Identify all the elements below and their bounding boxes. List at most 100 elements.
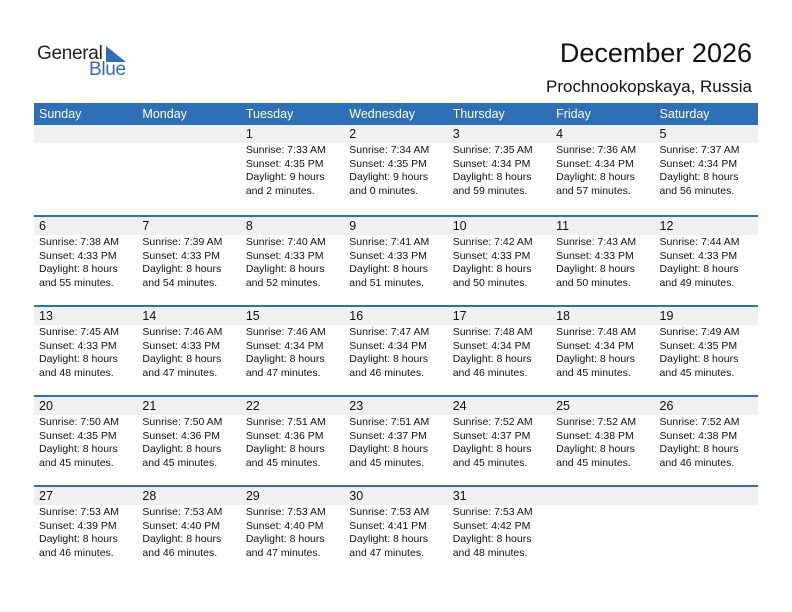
sunset-text: Sunset: 4:33 PM: [556, 249, 634, 262]
day-band: [654, 217, 758, 235]
sunrise-text: Sunrise: 7:48 AM: [556, 326, 637, 338]
day-number: 21: [142, 399, 157, 413]
day-number: 22: [245, 399, 260, 413]
sunset-text: Sunset: 4:34 PM: [245, 339, 324, 352]
daylight-text: Daylight: 8 hours: [556, 263, 635, 275]
weekday-header: Sunday Monday Tuesday Wednesday Thursday Frid…: [34, 103, 758, 125]
minutes-text: and 57 minutes.: [556, 184, 631, 197]
day-details: Sunrise: 7:50 AM Sunset: 4:35 PM Daylight:…: [39, 416, 119, 470]
day-number: 3: [452, 127, 460, 141]
day-cell: 31 Sunrise: 7:53 AM Sunset: 4:42 PM Dayligh…: [447, 487, 552, 575]
day-number: 1: [245, 127, 253, 141]
minutes-text: and 45 minutes.: [39, 456, 114, 469]
sunrise-text: Sunrise: 7:36 AM: [556, 144, 637, 156]
sunset-text: Sunset: 4:33 PM: [349, 249, 427, 262]
minutes-text: and 46 minutes.: [659, 456, 735, 469]
weekday-monday: Monday: [142, 107, 187, 121]
sunrise-text: Sunrise: 7:51 AM: [349, 416, 430, 428]
day-details: Sunrise: 7:43 AM Sunset: 4:33 PM Daylight:…: [556, 236, 636, 290]
day-details: Sunrise: 7:48 AM Sunset: 4:34 PM Daylight:…: [453, 326, 533, 380]
minutes-text: and 54 minutes.: [142, 276, 218, 289]
day-details: Sunrise: 7:33 AM Sunset: 4:35 PM Daylight:…: [246, 144, 326, 198]
sunrise-text: Sunrise: 7:51 AM: [245, 416, 326, 428]
day-cell: 15 Sunrise: 7:46 AM Sunset: 4:34 PM Dayligh…: [240, 307, 345, 395]
sunset-text: Sunset: 4:33 PM: [39, 339, 117, 352]
day-cell: 4 Sunrise: 7:36 AM Sunset: 4:34 PM Daylight…: [551, 125, 655, 215]
sunrise-text: Sunrise: 7:43 AM: [556, 236, 637, 248]
day-band: [137, 307, 241, 325]
daylight-text: Daylight: 8 hours: [452, 353, 532, 365]
sunrise-text: Sunrise: 7:42 AM: [452, 236, 533, 248]
day-band: [447, 217, 552, 235]
sunset-text: Sunset: 4:33 PM: [142, 339, 221, 352]
day-number: 11: [556, 219, 570, 233]
day-number: 9: [349, 219, 357, 233]
page-title: December 2026: [559, 38, 752, 68]
day-band: [240, 487, 345, 505]
sunset-text: Sunset: 4:33 PM: [39, 249, 117, 262]
day-cell: 28 Sunrise: 7:53 AM Sunset: 4:40 PM Dayligh…: [137, 487, 241, 575]
minutes-text: and 45 minutes.: [556, 366, 631, 379]
day-cell: 13 Sunrise: 7:45 AM Sunset: 4:33 PM Dayligh…: [34, 307, 138, 395]
daylight-text: Daylight: 8 hours: [659, 353, 739, 365]
sunrise-text: Sunrise: 7:50 AM: [142, 416, 223, 428]
minutes-text: and 50 minutes.: [452, 276, 528, 289]
sunset-text: Sunset: 4:34 PM: [556, 339, 634, 352]
day-cell: 24 Sunrise: 7:52 AM Sunset: 4:37 PM Dayligh…: [447, 397, 552, 485]
day-band: [551, 487, 655, 505]
day-details: Sunrise: 7:36 AM Sunset: 4:34 PM Daylight:…: [556, 144, 636, 198]
sunset-text: Sunset: 4:35 PM: [245, 157, 324, 170]
sunrise-text: Sunrise: 7:37 AM: [659, 144, 740, 156]
sunset-text: Sunset: 4:41 PM: [349, 519, 427, 532]
day-band: [34, 397, 138, 415]
minutes-text: and 46 minutes.: [39, 546, 114, 559]
day-band: [137, 217, 241, 235]
day-number: 26: [659, 399, 674, 413]
day-details: Sunrise: 7:53 AM Sunset: 4:41 PM Daylight:…: [349, 506, 429, 560]
day-cell: 18 Sunrise: 7:48 AM Sunset: 4:34 PM Dayligh…: [551, 307, 655, 395]
minutes-text: and 45 minutes.: [452, 456, 528, 469]
daylight-text: Daylight: 8 hours: [349, 533, 429, 545]
minutes-text: and 46 minutes.: [142, 546, 218, 559]
daylight-text: Daylight: 8 hours: [245, 263, 325, 275]
day-cell: 6 Sunrise: 7:38 AM Sunset: 4:33 PM Daylight…: [34, 217, 138, 305]
day-details: Sunrise: 7:53 AM Sunset: 4:40 PM Daylight:…: [246, 506, 326, 560]
sunset-text: Sunset: 4:38 PM: [659, 429, 738, 442]
day-number: 14: [142, 309, 157, 323]
sunrise-text: Sunrise: 7:50 AM: [39, 416, 119, 428]
daylight-text: Daylight: 8 hours: [452, 443, 532, 455]
week-row: 27 Sunrise: 7:53 AM Sunset: 4:39 PM Dayligh…: [34, 485, 758, 575]
day-number: 4: [556, 127, 564, 141]
day-number: 13: [39, 309, 53, 323]
day-band: [654, 397, 758, 415]
day-band: [551, 307, 655, 325]
day-band: [240, 397, 345, 415]
minutes-text: and 52 minutes.: [245, 276, 321, 289]
week-row: 13 Sunrise: 7:45 AM Sunset: 4:33 PM Dayligh…: [34, 305, 758, 395]
day-band: [447, 397, 552, 415]
daylight-text: Daylight: 8 hours: [142, 533, 222, 545]
day-cell: 10 Sunrise: 7:42 AM Sunset: 4:33 PM Dayligh…: [447, 217, 552, 305]
day-cell: 9 Sunrise: 7:41 AM Sunset: 4:33 PM Daylight…: [344, 217, 448, 305]
logo: General Blue: [37, 43, 137, 83]
weekday-saturday: Saturday: [659, 107, 710, 121]
sunset-text: Sunset: 4:35 PM: [659, 339, 738, 352]
day-cell: 25 Sunrise: 7:52 AM Sunset: 4:38 PM Dayligh…: [551, 397, 655, 485]
day-band: [34, 307, 138, 325]
minutes-text: and 45 minutes.: [245, 456, 321, 469]
sunrise-text: Sunrise: 7:47 AM: [349, 326, 430, 338]
day-band: [344, 397, 448, 415]
day-details: Sunrise: 7:47 AM Sunset: 4:34 PM Daylight:…: [349, 326, 429, 380]
weekday-wednesday: Wednesday: [349, 107, 416, 121]
sunrise-text: Sunrise: 7:45 AM: [39, 326, 119, 338]
day-number: 16: [349, 309, 364, 323]
day-cell: 27 Sunrise: 7:53 AM Sunset: 4:39 PM Dayligh…: [34, 487, 138, 575]
minutes-text: and 47 minutes.: [142, 366, 218, 379]
minutes-text: and 47 minutes.: [245, 546, 321, 559]
sunrise-text: Sunrise: 7:53 AM: [452, 506, 533, 518]
daylight-text: Daylight: 8 hours: [452, 533, 532, 545]
sunrise-text: Sunrise: 7:49 AM: [659, 326, 740, 338]
sunrise-text: Sunrise: 7:53 AM: [245, 506, 326, 518]
minutes-text: and 47 minutes.: [349, 546, 424, 559]
daylight-text: Daylight: 8 hours: [245, 533, 325, 545]
